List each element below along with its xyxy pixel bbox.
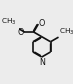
Text: CH$_3$: CH$_3$ [59,27,73,37]
Text: CH$_3$: CH$_3$ [1,17,16,27]
Text: O: O [18,28,24,37]
Text: O: O [39,19,45,28]
Text: N: N [39,58,45,67]
